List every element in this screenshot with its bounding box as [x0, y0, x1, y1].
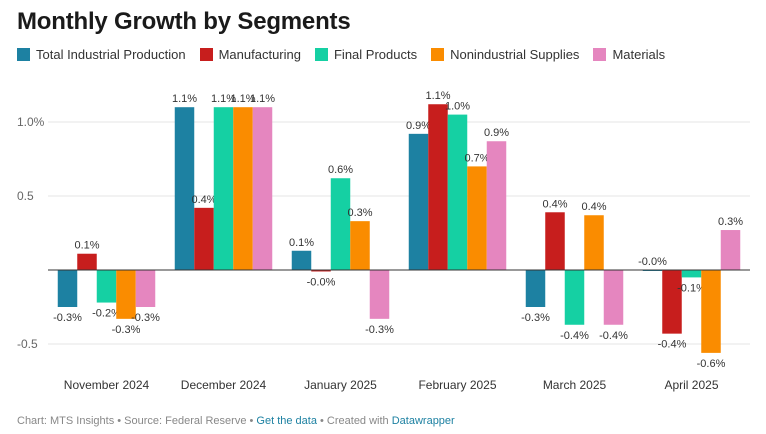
- data-label: 0.9%: [406, 120, 431, 132]
- data-label: -0.1%: [677, 282, 706, 294]
- data-label: -0.6%: [697, 358, 726, 370]
- legend-label: Total Industrial Production: [36, 47, 186, 62]
- bar: [213, 107, 234, 270]
- bar: [311, 270, 331, 272]
- data-label: -0.3%: [521, 312, 550, 324]
- data-label: 0.7%: [464, 152, 489, 164]
- chart-title: Monthly Growth by Segments: [17, 8, 351, 35]
- bar: [330, 178, 351, 270]
- y-tick-label: 1.0%: [17, 115, 45, 129]
- bar: [291, 250, 312, 270]
- x-tick-label: March 2025: [543, 378, 607, 392]
- bar: [545, 212, 565, 270]
- bar: [408, 133, 429, 270]
- bar: [96, 270, 117, 303]
- get-data-link[interactable]: Get the data: [256, 415, 317, 427]
- legend-swatch: [431, 48, 445, 61]
- bar: [486, 141, 507, 270]
- data-label: 0.4%: [542, 198, 567, 210]
- bar: [428, 104, 448, 271]
- footer: Chart: MTS Insights • Source: Federal Re…: [17, 415, 455, 427]
- x-tick-label: December 2024: [181, 378, 267, 392]
- bar: [447, 114, 468, 270]
- data-label: 0.9%: [484, 127, 509, 139]
- legend-item-3: Nonindustrial Supplies: [431, 47, 579, 62]
- x-tick-label: November 2024: [64, 378, 150, 392]
- legend-label: Final Products: [333, 47, 418, 62]
- legend-label: Materials: [612, 47, 666, 62]
- bar: [584, 215, 604, 270]
- data-label: -0.3%: [53, 312, 82, 324]
- bar: [564, 270, 585, 325]
- bar: [174, 107, 195, 270]
- legend-item-4: Materials: [593, 47, 665, 62]
- data-label: 1.1%: [172, 93, 197, 105]
- x-tick-label: April 2025: [664, 378, 718, 392]
- y-tick-label: -0.5: [17, 337, 38, 351]
- data-label: 0.4%: [191, 194, 216, 206]
- legend-item-1: Manufacturing: [199, 47, 301, 62]
- data-label: 0.1%: [289, 237, 314, 249]
- data-label: -0.0%: [307, 276, 336, 288]
- bar: [681, 270, 702, 278]
- data-label: -0.4%: [599, 330, 628, 342]
- data-label: 1.0%: [445, 101, 470, 113]
- legend-swatch: [17, 48, 30, 61]
- bar: [233, 107, 253, 270]
- footer-source: Chart: MTS Insights • Source: Federal Re…: [17, 415, 257, 427]
- data-label: 0.1%: [74, 240, 99, 252]
- legend-swatch: [314, 48, 328, 61]
- footer-created: • Created with: [316, 415, 392, 427]
- bar: [194, 207, 214, 270]
- data-label: -0.3%: [365, 324, 394, 336]
- bar: [57, 270, 78, 307]
- x-tick-label: January 2025: [304, 378, 377, 392]
- bar: [369, 270, 390, 319]
- data-label: 0.4%: [581, 201, 606, 213]
- bar: [77, 253, 97, 270]
- data-label: 0.3%: [718, 216, 743, 228]
- data-label: -0.3%: [112, 324, 141, 336]
- bar: [662, 270, 682, 334]
- data-label: 1.1%: [425, 90, 450, 102]
- datawrapper-link[interactable]: Datawrapper: [391, 415, 455, 427]
- data-label: -0.2%: [92, 308, 121, 320]
- y-tick-label: 0.5: [17, 189, 34, 203]
- bar: [116, 270, 136, 319]
- bar: [720, 230, 741, 270]
- data-label: 1.1%: [250, 93, 275, 105]
- legend-swatch: [199, 48, 213, 61]
- bar: [252, 107, 273, 270]
- data-label: -0.0%: [638, 256, 667, 268]
- data-label: 0.3%: [347, 207, 372, 219]
- bar: [135, 270, 156, 307]
- bar: [603, 270, 624, 325]
- data-label: 1.1%: [230, 93, 255, 105]
- x-tick-label: February 2025: [418, 378, 496, 392]
- legend-swatch: [593, 48, 607, 61]
- data-label: -0.3%: [131, 312, 160, 324]
- legend-item-0: Total Industrial Production: [17, 47, 186, 62]
- bar: [467, 166, 487, 270]
- legend: Total Industrial Production Manufacturing…: [17, 47, 665, 62]
- data-label: -0.4%: [658, 339, 687, 351]
- bar: [350, 221, 370, 270]
- legend-label: Manufacturing: [218, 47, 301, 62]
- bar: [525, 270, 546, 307]
- legend-item-2: Final Products: [314, 47, 418, 62]
- legend-label: Nonindustrial Supplies: [450, 47, 580, 62]
- bar: [701, 270, 721, 353]
- data-label: 0.6%: [328, 164, 353, 176]
- data-label: -0.4%: [560, 330, 589, 342]
- data-label: 1.1%: [211, 93, 236, 105]
